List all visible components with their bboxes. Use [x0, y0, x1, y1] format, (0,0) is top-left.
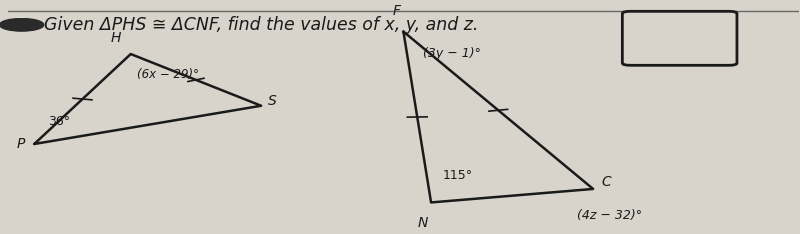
- Text: P: P: [17, 137, 25, 151]
- Text: (4z − 32)°: (4z − 32)°: [578, 209, 642, 222]
- Text: H: H: [111, 31, 122, 45]
- Text: C: C: [601, 175, 610, 189]
- Text: F: F: [393, 4, 401, 18]
- Text: 36°: 36°: [49, 115, 70, 128]
- Text: (6x − 29)°: (6x − 29)°: [137, 68, 199, 80]
- Text: S: S: [267, 94, 276, 108]
- Text: 115°: 115°: [443, 169, 473, 182]
- Circle shape: [0, 18, 44, 31]
- Text: Given ΔPHS ≅ ΔCNF, find the values of x, y, and z.: Given ΔPHS ≅ ΔCNF, find the values of x,…: [44, 16, 478, 34]
- Text: 7: 7: [16, 17, 27, 32]
- Text: N: N: [418, 216, 428, 230]
- Text: (3y − 1)°: (3y − 1)°: [423, 47, 481, 60]
- Text: Z = 17: Z = 17: [652, 31, 706, 46]
- FancyBboxPatch shape: [622, 11, 737, 65]
